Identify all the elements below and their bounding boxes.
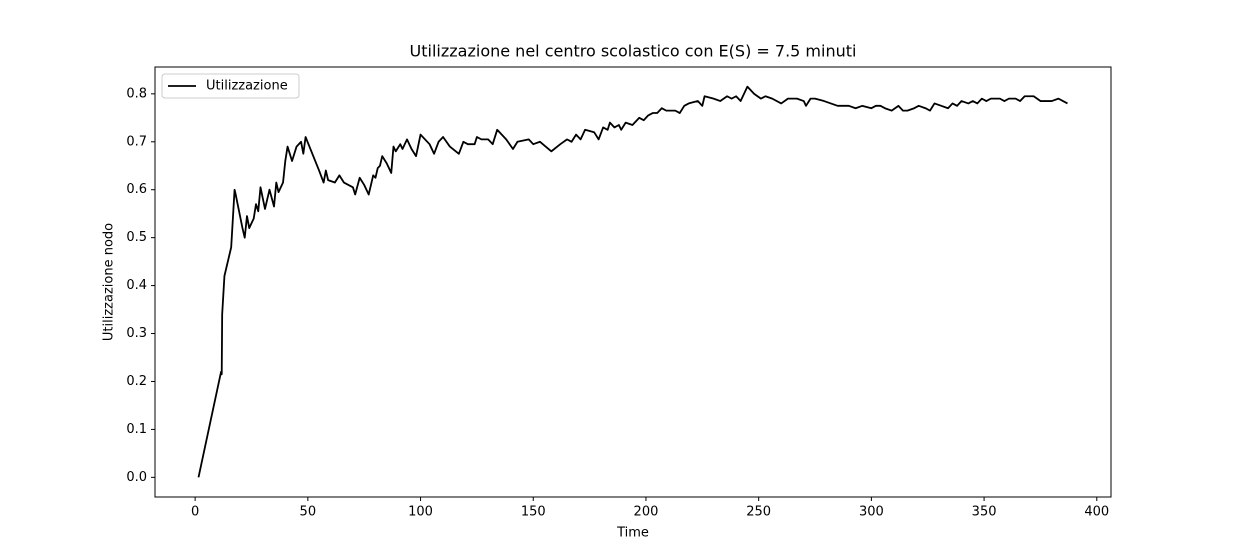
y-axis-label: Utilizzazione nodo <box>102 223 117 341</box>
y-tick-label: 0.5 <box>126 230 147 245</box>
x-tick-label: 100 <box>408 505 433 520</box>
plot-frame <box>154 66 1112 498</box>
y-tick-label: 0.6 <box>126 182 147 197</box>
y-tick-label: 0.3 <box>126 326 147 341</box>
x-tick-label: 250 <box>746 505 771 520</box>
x-tick-label: 150 <box>521 505 546 520</box>
data-line <box>197 85 1068 478</box>
x-tick-label: 50 <box>300 505 317 520</box>
x-tick-label: 300 <box>859 505 884 520</box>
x-tick-label: 0 <box>191 505 199 520</box>
y-tick-label: 0.1 <box>126 422 147 437</box>
y-tick-label: 0.8 <box>126 86 147 101</box>
x-tick-label: 200 <box>634 505 659 520</box>
y-tick-label: 0.7 <box>126 134 147 149</box>
legend-box <box>161 73 300 99</box>
chart-title: Utilizzazione nel centro scolastico con … <box>410 42 857 61</box>
legend-label: Utilizzazione <box>206 79 288 94</box>
x-axis-label: Time <box>616 526 649 541</box>
y-tick-label: 0.0 <box>126 470 147 485</box>
x-tick-label: 400 <box>1084 505 1109 520</box>
x-tick-label: 350 <box>972 505 997 520</box>
y-tick-label: 0.4 <box>126 278 147 293</box>
y-tick-label: 0.2 <box>126 374 147 389</box>
